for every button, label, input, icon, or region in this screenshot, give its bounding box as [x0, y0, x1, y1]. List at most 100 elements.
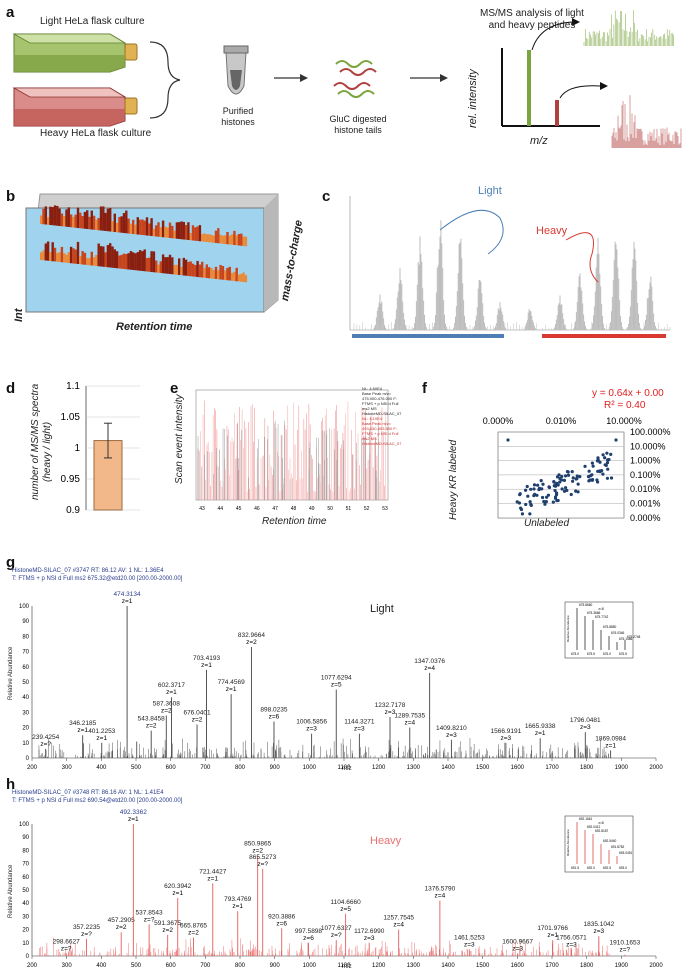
inset-xtick: 693.0 [619, 866, 627, 870]
inset-xtick: 675.5 [587, 652, 595, 656]
spectrum-xtick: 700 [200, 963, 211, 969]
ridge-segment [95, 219, 98, 230]
ridge-segment [214, 266, 218, 279]
panel-f-point [560, 474, 564, 479]
panel-f-ytick: 10.000% [630, 441, 666, 451]
spectrum-peak-z: z=3 [354, 726, 365, 733]
panel-f-xtick: 10.000% [606, 416, 642, 426]
panel-f-point [603, 456, 607, 460]
ridge-segment [129, 223, 133, 234]
ridge-segment [67, 207, 70, 227]
inset-peak-label: 675.8660 [579, 603, 593, 607]
panel-f-ytick: 0.001% [630, 499, 661, 509]
ridge-segment [230, 272, 234, 281]
spectrum-peak-mz: 1665.9338 [525, 723, 556, 730]
ridge-segment [83, 211, 87, 229]
inset-z-label: z=8 [598, 607, 603, 611]
spectrum-peak-z: z=3 [580, 724, 591, 731]
panel-f-point [524, 502, 528, 507]
spectrum-ytick: 70 [22, 650, 29, 656]
panel-e-xtick: 47 [272, 506, 278, 512]
ridge-segment [196, 226, 199, 241]
spectrum-peak-z: z=? [61, 945, 72, 952]
ridge-segment [56, 253, 59, 262]
panel-e-legend-light-line: Base Peak m/z= [362, 391, 392, 396]
ridge-segment [171, 257, 174, 275]
spectrum-peak-mz: 602.3717 [158, 682, 185, 689]
ridge-segment [148, 257, 151, 272]
panel-e-legend-light-line: ms2 MS [362, 406, 377, 411]
panel-e-xtick: 45 [236, 506, 242, 512]
ridge-segment [81, 216, 84, 229]
ridge-segment [92, 215, 96, 230]
heavy-flask-icon [12, 87, 138, 127]
ridge-segment [65, 209, 68, 227]
heavy-range-bar [542, 334, 666, 338]
panel-h-ylabel: Relative Abundance [8, 864, 14, 918]
inset-ylabel: Relative Abundance [566, 829, 570, 856]
spectrum-ytick: 80 [22, 848, 29, 854]
panel-g-header2: T: FTMS + p NSI d Full ms2 675.32@etd20.… [12, 576, 183, 582]
ridge-segment [182, 257, 185, 276]
arrow-2-icon [410, 74, 448, 82]
panel-f-equation: y = 0.64x + 0.00 [592, 388, 664, 399]
peptide-squiggles-icon [333, 60, 377, 98]
spectrum-peak-z: z=3 [306, 726, 317, 733]
ridge-segment [242, 272, 245, 282]
ridge-segment [184, 259, 188, 276]
spectrum-peak-z: z=4 [393, 922, 404, 929]
panel-f-point [562, 478, 567, 482]
inset-peak-label: 693.0451 [619, 851, 633, 855]
panel-e-legend-heavy-line: NL: 4.10E4 [362, 416, 383, 421]
ridge-segment [228, 235, 231, 245]
spectrum-xtick: 900 [270, 963, 281, 969]
ridge-segment [79, 256, 82, 265]
ridge-segment [99, 246, 103, 267]
ridge-segment [118, 255, 121, 269]
spectrum-peak-z: z=? [144, 916, 155, 923]
ridge-segment [152, 228, 156, 237]
ridge-segment [210, 234, 213, 243]
spectrum-peak-z: z=1 [605, 742, 616, 749]
ridge-segment [138, 250, 142, 271]
panel-f-point [591, 464, 595, 468]
spectrum-peak-z: z=5 [331, 682, 342, 689]
spectrum-xtick: 2000 [649, 765, 663, 771]
spectrum-peak-z: z=? [331, 932, 342, 939]
panel-f-point [528, 512, 532, 516]
ridge-segment [88, 216, 91, 230]
ridge-segment [244, 236, 248, 247]
panel-f-point [576, 482, 580, 486]
inset-xtick: 675.0 [571, 652, 579, 656]
ridge-segment [60, 246, 64, 263]
inset-frame [564, 815, 634, 873]
ridge-segment [148, 223, 151, 236]
inset-frame [564, 601, 634, 659]
spectrum-xtick: 700 [200, 765, 211, 771]
ridge-segment [79, 212, 82, 229]
panel-f-point [544, 500, 548, 504]
panel-f-ytick: 0.100% [630, 470, 661, 480]
spectrum-peak-z: z=3 [501, 735, 512, 742]
ridge-segment [168, 254, 172, 274]
ms-ylabel: rel. intensity [467, 69, 479, 128]
ridge-segment [203, 233, 206, 242]
spectrum-peak-z: z=3 [464, 941, 475, 948]
ridge-segment [157, 264, 160, 273]
panel-f-point [604, 463, 608, 467]
panel-e-legend-heavy-line: 493.030-493.500 F: [362, 426, 397, 431]
spectrum-peak-z: z=6 [303, 935, 314, 942]
panel-f-point [532, 487, 536, 491]
panel-h-header2: T: FTMS + p NSI d Full ms2 690.54@etd20.… [12, 798, 183, 804]
spectrum-peak-mz: 587.3608 [153, 700, 180, 707]
ridge-segment [224, 270, 227, 280]
panel-f-point [532, 493, 536, 498]
ridge-segment [86, 257, 89, 265]
panel-e-legend-light-line: 475.000-476.000 F: [362, 396, 397, 401]
spectrum-xtick: 200 [27, 963, 38, 969]
inset-ylabel: Relative Abundance [566, 615, 570, 642]
ridge-segment [219, 234, 222, 244]
purified-line2: histones [221, 117, 255, 127]
spectrum-peak-mz: 1461.5253 [454, 934, 485, 941]
panel-f-point [564, 474, 568, 478]
